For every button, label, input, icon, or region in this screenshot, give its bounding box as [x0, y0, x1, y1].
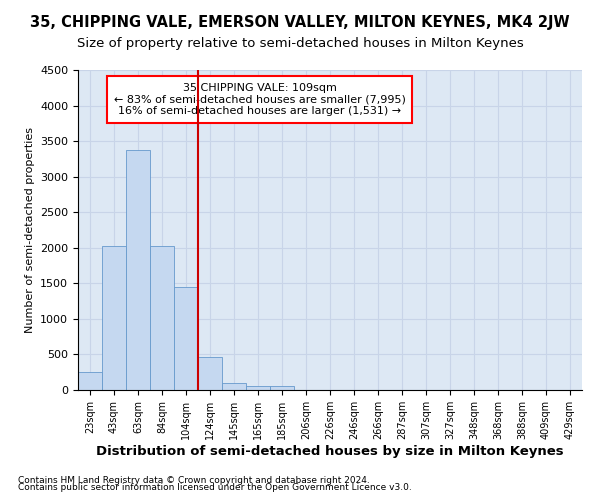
Bar	[246, 386, 270, 390]
Y-axis label: Number of semi-detached properties: Number of semi-detached properties	[25, 127, 35, 333]
Bar	[78, 372, 102, 390]
Bar	[102, 246, 126, 390]
X-axis label: Distribution of semi-detached houses by size in Milton Keynes: Distribution of semi-detached houses by …	[96, 444, 564, 458]
Bar	[150, 246, 174, 390]
Text: Size of property relative to semi-detached houses in Milton Keynes: Size of property relative to semi-detach…	[77, 38, 523, 51]
Bar	[174, 287, 198, 390]
Text: Contains HM Land Registry data © Crown copyright and database right 2024.: Contains HM Land Registry data © Crown c…	[18, 476, 370, 485]
Bar	[222, 383, 246, 390]
Text: Contains public sector information licensed under the Open Government Licence v3: Contains public sector information licen…	[18, 484, 412, 492]
Bar	[198, 358, 222, 390]
Text: 35, CHIPPING VALE, EMERSON VALLEY, MILTON KEYNES, MK4 2JW: 35, CHIPPING VALE, EMERSON VALLEY, MILTO…	[30, 15, 570, 30]
Text: 35 CHIPPING VALE: 109sqm
← 83% of semi-detached houses are smaller (7,995)
16% o: 35 CHIPPING VALE: 109sqm ← 83% of semi-d…	[113, 83, 406, 116]
Bar	[126, 150, 150, 390]
Bar	[270, 386, 294, 390]
